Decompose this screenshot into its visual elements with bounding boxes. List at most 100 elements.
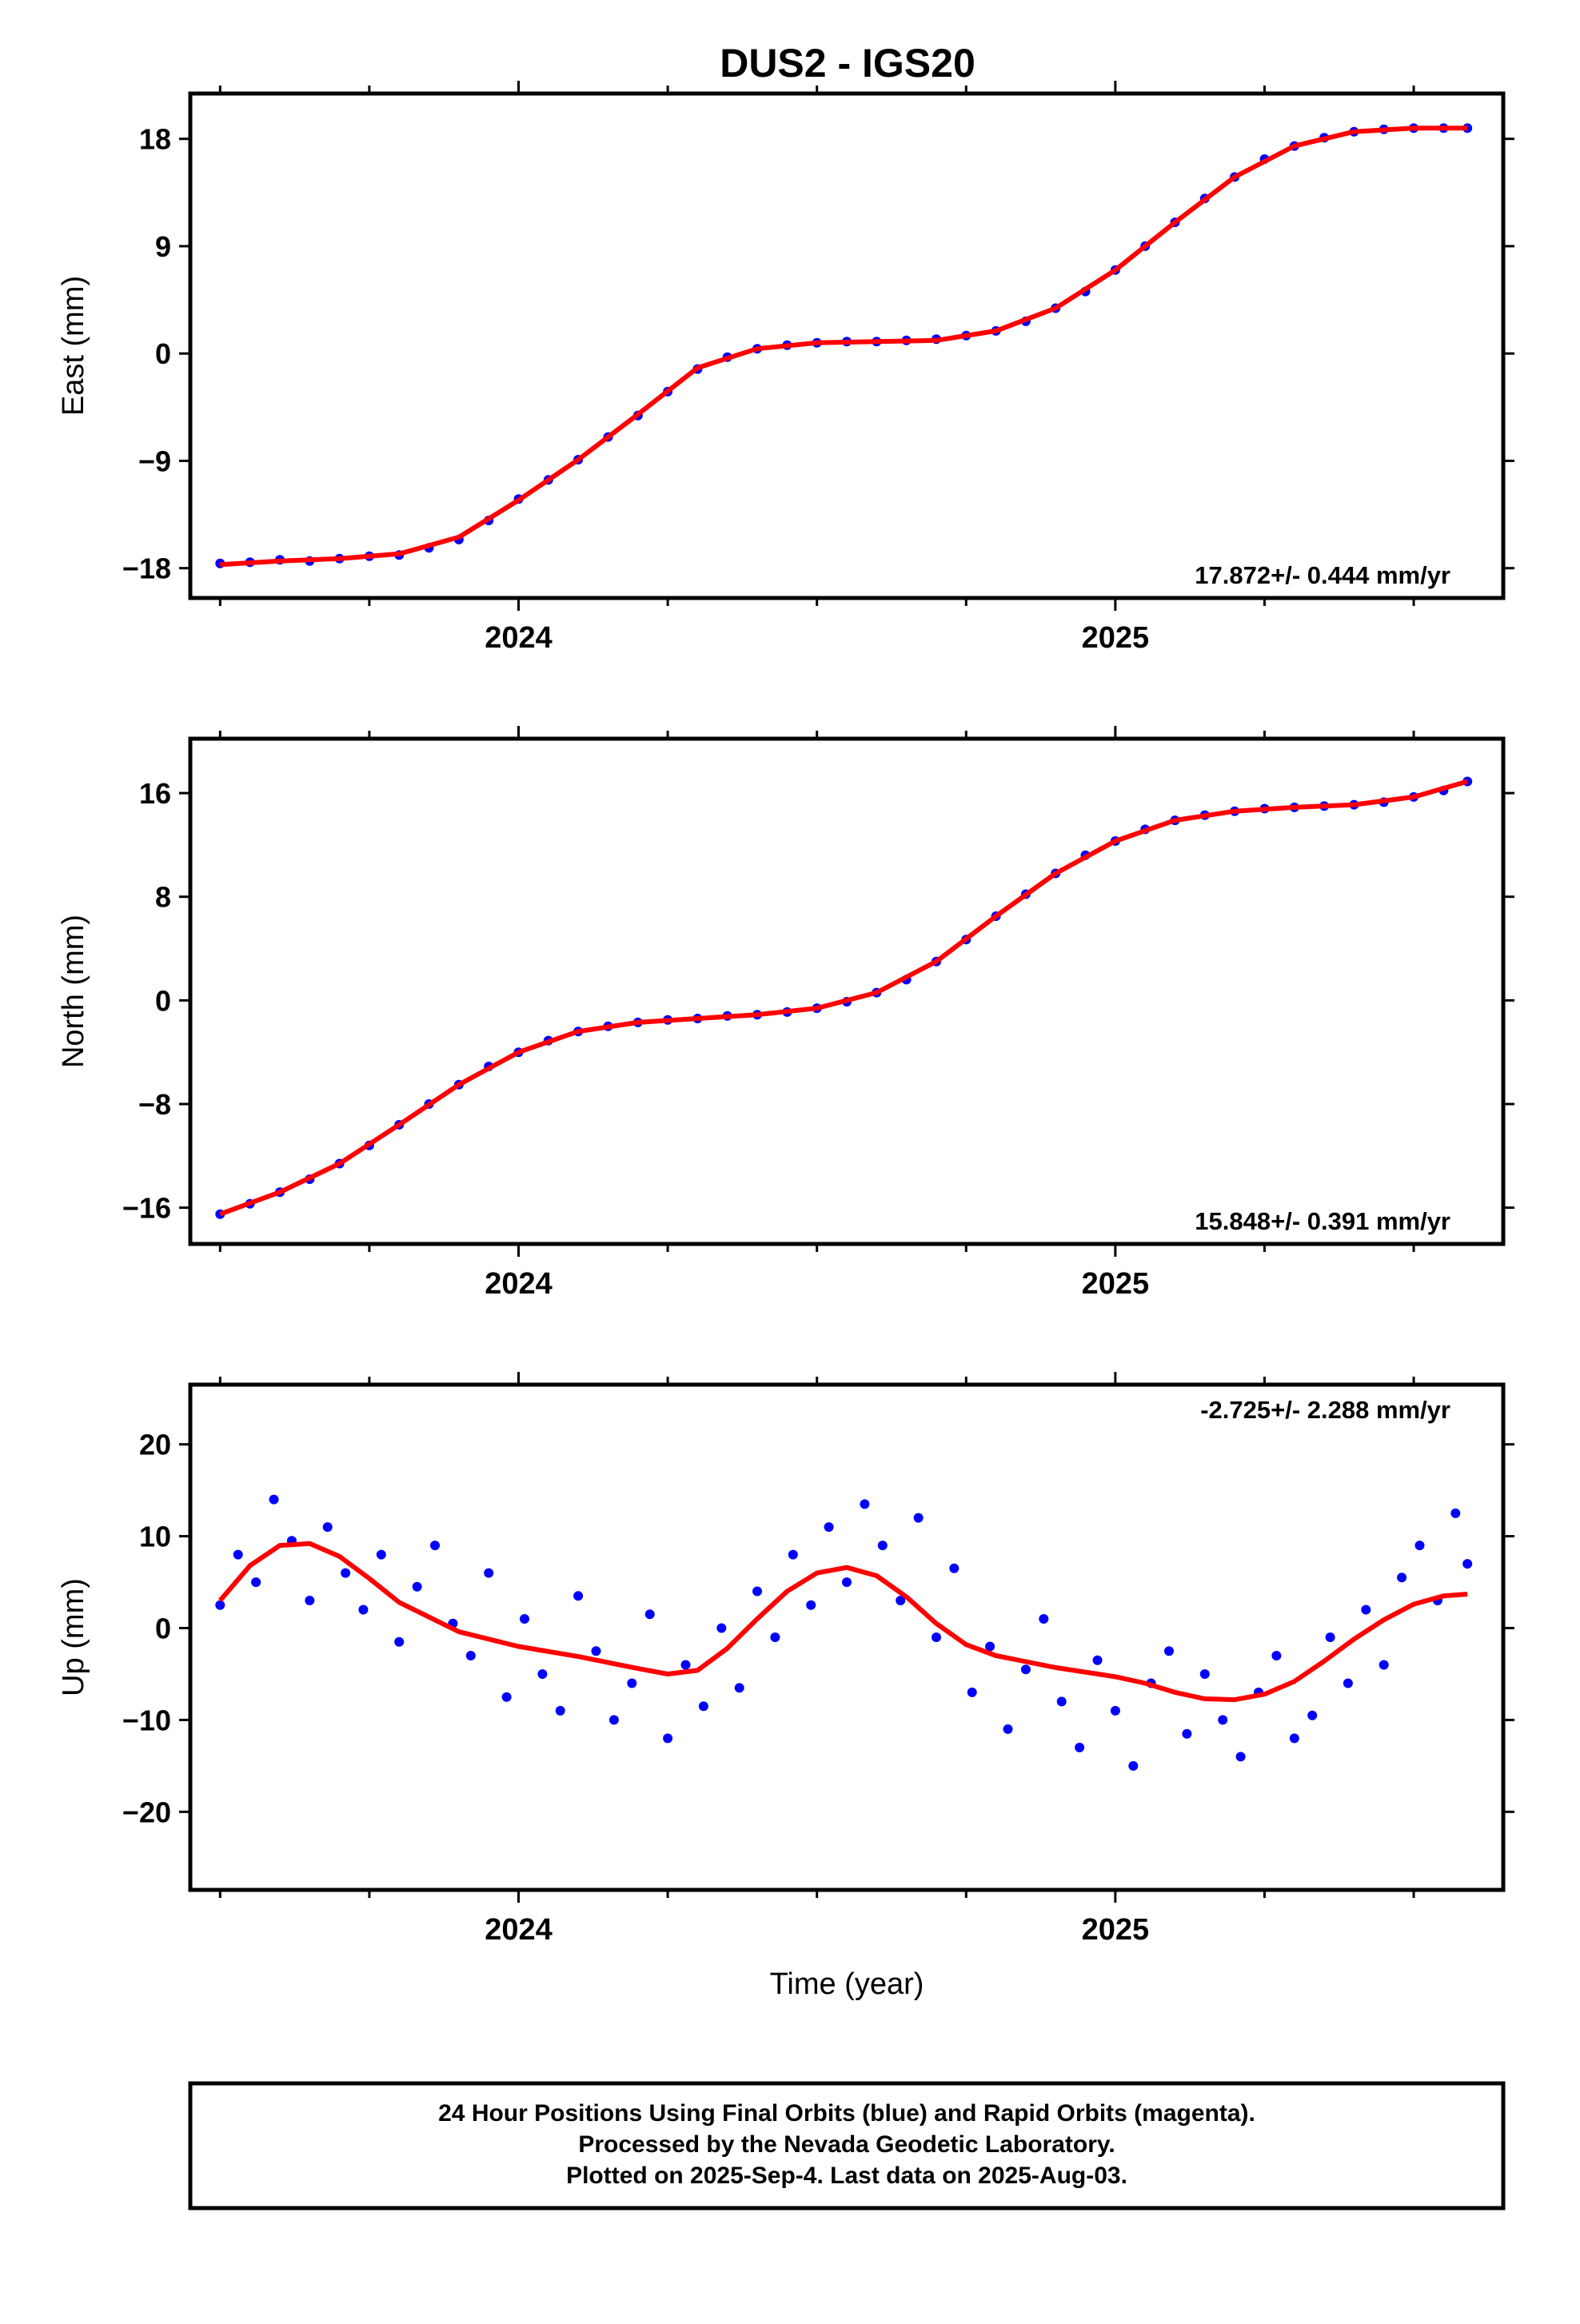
up-point xyxy=(1462,1559,1473,1569)
east-ytick-label: 0 xyxy=(155,337,171,370)
up-point xyxy=(788,1549,798,1560)
up-point xyxy=(627,1678,637,1688)
up-point xyxy=(1056,1696,1067,1707)
up-point xyxy=(465,1651,476,1660)
up-panel: 20 10 0 −10 −20 2024 2025 Up (mm) Time (year) -2.… xyxy=(57,1372,1514,2001)
up-point xyxy=(269,1494,279,1505)
up-point xyxy=(591,1646,601,1656)
east-model-line xyxy=(220,126,1468,568)
up-point xyxy=(680,1660,691,1670)
up-ylabel: Up (mm) xyxy=(57,1578,90,1696)
up-point xyxy=(716,1623,727,1633)
up-point xyxy=(484,1568,494,1578)
up-point xyxy=(752,1586,762,1597)
up-point xyxy=(1110,1705,1120,1716)
up-point xyxy=(376,1549,386,1560)
up-point xyxy=(322,1522,333,1533)
east-rate-label: 17.872+/- 0.444 mm/yr xyxy=(1195,561,1450,589)
north-ytick-label: −16 xyxy=(122,1192,171,1225)
up-point xyxy=(215,1600,225,1610)
up-point xyxy=(1128,1760,1139,1771)
east-panel: 18 9 0 −9 −18 2024 2025 East (mm) 17.872+/- 0.44… xyxy=(57,81,1514,655)
up-point xyxy=(1092,1655,1103,1665)
up-ytick-label: −10 xyxy=(122,1704,171,1736)
footer-line-2: Processed by the Nevada Geodetic Laborat… xyxy=(578,2131,1115,2158)
up-point xyxy=(251,1577,261,1588)
up-point xyxy=(932,1632,941,1642)
up-point xyxy=(1361,1604,1371,1615)
footer-line-3: Plotted on 2025-Sep-4. Last data on 2025… xyxy=(566,2163,1127,2189)
up-model-line xyxy=(218,1541,1468,1703)
up-ytick-label: 10 xyxy=(139,1521,171,1553)
up-point xyxy=(1307,1710,1318,1720)
footer-frame xyxy=(188,2081,1506,2210)
up-rate-label: -2.725+/- 2.288 mm/yr xyxy=(1200,1396,1450,1424)
up-point xyxy=(608,1715,619,1725)
north-ytick-label: 8 xyxy=(155,881,171,914)
up-point xyxy=(1075,1742,1085,1752)
up-point xyxy=(1182,1728,1192,1739)
east-ytick-label: −9 xyxy=(138,444,171,477)
up-point xyxy=(1397,1573,1407,1583)
up-point xyxy=(1164,1646,1174,1656)
up-ytick-label: −20 xyxy=(122,1796,171,1828)
up-point xyxy=(1199,1669,1210,1679)
up-point xyxy=(860,1499,870,1509)
up-point xyxy=(305,1596,315,1605)
up-point xyxy=(1039,1614,1049,1624)
up-xtick-label: 2025 xyxy=(1082,1913,1150,1947)
north-frame xyxy=(188,736,1506,1246)
north-ytick-label: −8 xyxy=(138,1088,171,1121)
up-point xyxy=(806,1600,816,1610)
figure-title: DUS2 - IGS20 xyxy=(720,41,976,86)
north-model-line xyxy=(219,779,1469,1217)
north-ytick-label: 0 xyxy=(155,984,171,1017)
up-point xyxy=(1414,1541,1425,1551)
north-xtick-label: 2025 xyxy=(1082,1267,1150,1301)
north-panel: 16 8 0 −8 −16 2024 2025 North (mm) 15.848+/- 0.3… xyxy=(57,726,1514,1301)
footer-line-1: 24 Hour Positions Using Final Orbits (bl… xyxy=(438,2100,1255,2127)
up-point xyxy=(358,1604,369,1615)
up-point xyxy=(1289,1733,1299,1744)
up-frame xyxy=(188,1382,1506,1892)
up-point xyxy=(501,1692,512,1702)
up-point xyxy=(949,1563,960,1573)
up-xtick-label: 2024 xyxy=(485,1913,553,1947)
north-ytick-label: 16 xyxy=(139,777,171,810)
up-point xyxy=(1450,1508,1461,1518)
east-ylabel: East (mm) xyxy=(57,276,90,416)
up-point xyxy=(520,1614,529,1624)
up-point xyxy=(698,1701,708,1712)
up-point xyxy=(412,1581,422,1592)
up-point xyxy=(233,1549,243,1560)
up-point xyxy=(1218,1715,1228,1725)
up-point xyxy=(967,1687,977,1697)
north-xtick-label: 2024 xyxy=(485,1267,553,1301)
up-point xyxy=(913,1513,924,1523)
up-point xyxy=(770,1632,780,1642)
up-point xyxy=(573,1591,584,1601)
east-ytick-label: 9 xyxy=(155,230,171,263)
up-point xyxy=(1379,1660,1389,1670)
up-point xyxy=(877,1541,888,1551)
up-point xyxy=(341,1568,351,1578)
up-point xyxy=(663,1733,673,1744)
up-point xyxy=(1271,1651,1282,1660)
up-point xyxy=(1020,1664,1031,1675)
up-point xyxy=(555,1705,565,1716)
east-ytick-label: 18 xyxy=(139,123,171,156)
up-point xyxy=(734,1683,744,1693)
north-ylabel: North (mm) xyxy=(57,915,90,1068)
east-xtick-label: 2024 xyxy=(485,621,553,655)
up-point xyxy=(1235,1752,1246,1762)
up-point xyxy=(644,1609,655,1620)
up-point xyxy=(842,1577,852,1588)
up-point xyxy=(896,1596,906,1605)
east-frame xyxy=(188,91,1506,600)
east-xtick-label: 2025 xyxy=(1082,621,1150,655)
up-ytick-label: 0 xyxy=(155,1612,171,1645)
up-point xyxy=(1325,1632,1335,1642)
